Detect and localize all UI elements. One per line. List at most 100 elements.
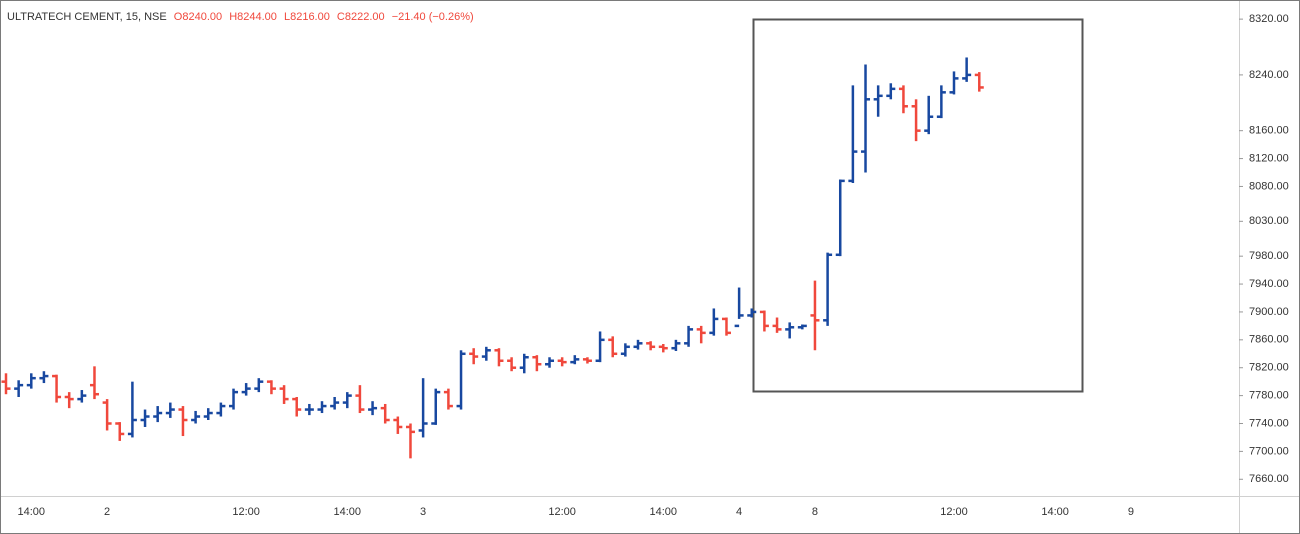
- ohlc-bar: [671, 339, 681, 351]
- ohlc-bar: [898, 85, 908, 114]
- x-tick-label: 12:00: [232, 506, 260, 518]
- ohlc-bar: [873, 85, 883, 117]
- ohlc-bar: [557, 357, 567, 367]
- ohlc-bar: [911, 99, 921, 142]
- symbol: ULTRATECH CEMENT, 15, NSE: [7, 11, 167, 23]
- ohlc-change: −21.40 (−0.26%): [391, 11, 474, 23]
- x-tick-label: 14:00: [1041, 506, 1069, 518]
- ohlc-bar: [835, 179, 845, 257]
- ohlc-bar: [216, 402, 226, 417]
- ohlc-bar: [974, 72, 984, 92]
- ohlc-bar: [140, 409, 150, 427]
- y-tick-label: 8240.00: [1249, 69, 1289, 81]
- ohlc-bar: [924, 95, 934, 135]
- ohlc-bar: [772, 317, 782, 333]
- ohlc-bar: [89, 366, 99, 400]
- legend: ULTRATECH CEMENT, 15, NSE O8240.00 H8244…: [7, 11, 478, 23]
- ohlc-bar: [709, 308, 719, 336]
- ohlc-bar: [254, 378, 264, 393]
- ohlc-bar: [810, 280, 820, 351]
- ohlc-bar: [127, 381, 137, 438]
- ohlc-bar: [342, 392, 352, 409]
- ohlc-bar: [165, 402, 175, 418]
- ohlc-bar: [570, 355, 580, 365]
- ohlc-bar: [684, 325, 694, 347]
- ohlc-close: C8222.00: [336, 11, 385, 23]
- x-tick-label: 9: [1128, 506, 1134, 518]
- ohlc-bar: [608, 336, 618, 358]
- ohlc-bar: [747, 308, 757, 318]
- ohlc-bar: [355, 385, 365, 414]
- ohlc-bar: [545, 357, 555, 368]
- y-tick-label: 7860.00: [1249, 334, 1289, 346]
- ohlc-bar: [77, 390, 87, 403]
- ohlc-bar: [330, 397, 340, 410]
- ohlc-bar: [279, 385, 289, 404]
- ohlc-high: H8244.00: [229, 11, 277, 23]
- ohlc-bar: [229, 388, 239, 410]
- ohlc-bar: [191, 410, 201, 424]
- ohlc-open: O8240.00: [173, 11, 223, 23]
- ohlc-bar: [848, 85, 858, 183]
- ohlc-bar: [153, 406, 163, 423]
- ohlc-bar: [241, 383, 251, 396]
- ohlc-bar: [64, 392, 74, 409]
- x-tick-label: 8: [812, 506, 818, 518]
- ohlc-bar: [949, 71, 959, 95]
- ohlc-bar: [658, 344, 668, 353]
- y-tick-label: 8080.00: [1249, 180, 1289, 192]
- ohlc-bar: [507, 357, 517, 372]
- x-tick-label: 14:00: [650, 506, 678, 518]
- x-tick-label: 14:00: [18, 506, 46, 518]
- ohlc-bar: [203, 408, 213, 421]
- ohlc-bar: [797, 324, 807, 330]
- ohlc-bar: [380, 403, 390, 424]
- ohlc-bar: [823, 252, 833, 326]
- x-tick-label: 4: [736, 506, 742, 518]
- ohlc-bar: [582, 357, 592, 364]
- ohlc-bar: [1, 373, 11, 395]
- ohlc-bar: [620, 343, 630, 357]
- ohlc-bar: [785, 322, 795, 339]
- y-tick-label: 8120.00: [1249, 152, 1289, 164]
- highlight-box: [752, 18, 1084, 393]
- y-tick-label: 8030.00: [1249, 215, 1289, 227]
- x-tick-label: 12:00: [940, 506, 968, 518]
- ohlc-bar: [481, 346, 491, 361]
- ohlc-bar: [532, 355, 542, 372]
- y-tick-label: 7940.00: [1249, 278, 1289, 290]
- ohlc-bar: [646, 341, 656, 351]
- ohlc-bar: [368, 401, 378, 416]
- ohlc-bar: [696, 325, 706, 344]
- x-tick-label: 12:00: [548, 506, 576, 518]
- y-tick-label: 7740.00: [1249, 417, 1289, 429]
- ohlc-bar: [292, 397, 302, 417]
- ohlc-bar: [759, 310, 769, 332]
- ohlc-bar: [14, 380, 24, 397]
- ohlc-bar: [26, 373, 36, 389]
- y-tick-label: 7780.00: [1249, 390, 1289, 402]
- ohlc-bar: [393, 416, 403, 434]
- ohlc-bar: [304, 403, 314, 416]
- y-tick-label: 7980.00: [1249, 250, 1289, 262]
- ohlc-bar: [418, 378, 428, 438]
- y-tick-label: 7820.00: [1249, 362, 1289, 374]
- x-tick-label: 2: [104, 506, 110, 518]
- ohlc-bar: [456, 350, 466, 410]
- ohlc-bar: [494, 348, 504, 367]
- ohlc-bar: [721, 317, 731, 336]
- ohlc-bar: [178, 406, 188, 437]
- ohlc-bar: [266, 380, 276, 395]
- y-tick-label: 7700.00: [1249, 445, 1289, 457]
- ohlc-bar: [115, 422, 125, 441]
- x-tick-label: 14:00: [334, 506, 362, 518]
- y-tick-label: 7900.00: [1249, 306, 1289, 318]
- ohlc-bar: [519, 353, 529, 374]
- ohlc-bar: [469, 348, 479, 365]
- ohlc-bar: [886, 83, 896, 100]
- ohlc-bar: [443, 388, 453, 410]
- y-tick-label: 7660.00: [1249, 473, 1289, 485]
- ohlc-bar: [39, 371, 49, 384]
